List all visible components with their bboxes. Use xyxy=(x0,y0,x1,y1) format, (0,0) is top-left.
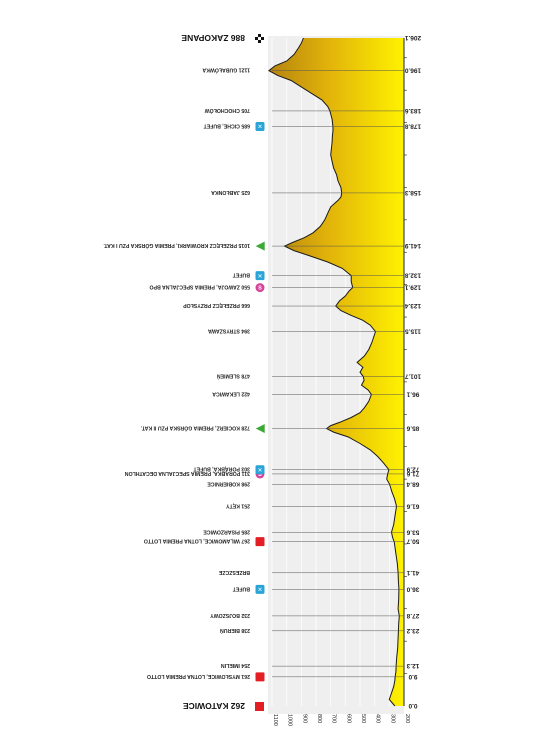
special-sprint-marker-18 xyxy=(255,283,265,293)
feed-zone-marker-12 xyxy=(255,465,265,475)
finish-flag-check-2-2 xyxy=(261,40,264,43)
finish-flag-check-0-2 xyxy=(261,34,264,37)
km-label-8: 53.6 xyxy=(406,528,419,535)
feed-zone-marker-22 xyxy=(255,121,265,131)
km-label-13: 85.6 xyxy=(406,425,419,432)
waypoint-label-24: 1121 GUBAŁÓWKA xyxy=(202,67,250,75)
finish-flag-check-1-1 xyxy=(258,37,261,40)
km-label-20: 141.9 xyxy=(404,242,421,249)
km-label-14: 96.1 xyxy=(406,391,419,398)
km-label-19: 132.8 xyxy=(404,272,421,279)
km-label-9: 61.6 xyxy=(406,502,419,509)
altitude-axis: 1100 1000 900 800 700 600 500 400 300 200 xyxy=(272,38,410,726)
feed-zone-marker-glyph-22: ✕ xyxy=(257,125,262,131)
km-label-7: 50.7 xyxy=(406,538,419,545)
waypoint-label-23: 705 CHOCHOŁÓW xyxy=(205,107,250,115)
feed-zone-marker-19 xyxy=(255,271,265,281)
km-label-12: 72.9 xyxy=(406,466,419,473)
km-label-11: 71.6 xyxy=(406,470,419,477)
waypoint-label-4: 232 BOJSZOWY xyxy=(210,612,250,618)
waypoint-label-6: BRZESZCZE xyxy=(218,569,250,575)
waypoint-label-1: 261 MYSŁOWICE, LOTNA PREMIA LOTTO xyxy=(147,673,250,679)
km-label-0: 0.0 xyxy=(408,702,417,709)
climb-marker-20 xyxy=(254,240,266,252)
waypoints: 261 MYSŁOWICE, LOTNA PREMIA LOTTO 254 IMI… xyxy=(103,67,404,682)
profile-area xyxy=(268,38,404,706)
altitude-tick-label-4: 700 xyxy=(331,714,337,723)
km-label-5: 36.0 xyxy=(406,585,419,592)
km-label-10: 68.4 xyxy=(406,480,419,487)
finish-label: 886 ZAKOPANE xyxy=(181,33,245,43)
km-label-1: 9.0 xyxy=(408,673,417,680)
profile-outline xyxy=(268,37,400,707)
feed-zone-marker-glyph-12: ✕ xyxy=(257,468,262,474)
special-sprint-marker-glyph-11: S xyxy=(258,472,262,478)
km-label-24: 196.0 xyxy=(404,67,421,74)
finish-flag-check-0-0 xyxy=(255,34,258,37)
start-finish-labels: 262 KATOWICE 886 ZAKOPANE xyxy=(181,33,264,711)
km-label-23: 183.6 xyxy=(404,107,421,114)
finish-flag-check-2-0 xyxy=(255,40,258,43)
waypoint-label-11: 311 PORĄBKA, PREMIA SPECJALNA DECATHLON xyxy=(125,470,250,476)
altitude-tick-label-3: 800 xyxy=(316,714,322,723)
feed-zone-marker-glyph-5: ✕ xyxy=(257,588,262,594)
waypoint-label-15: 478 SLEMIEŃ xyxy=(217,372,250,380)
km-label-6: 41.1 xyxy=(406,569,419,576)
altitude-tick-label-2: 900 xyxy=(301,714,307,723)
waypoint-label-13: 728 KOCIERZ, PREMIA GÓRSKA PZU II KAT. xyxy=(140,425,250,433)
waypoint-label-17: 666 PRZEŁĘCZ PRZYSŁOP xyxy=(183,302,250,308)
intermediate-sprint-marker-1 xyxy=(255,672,265,682)
waypoint-label-22: 685 CICHE, BUFET xyxy=(203,122,250,128)
waypoint-label-12: 303 PORĄBKA, BUFET xyxy=(193,466,250,472)
km-label-3: 23.2 xyxy=(406,627,419,634)
km-label-15: 101.7 xyxy=(404,372,421,379)
waypoint-label-14: 422 LEKAWICA xyxy=(212,391,250,397)
km-label-21: 158.3 xyxy=(404,189,421,196)
special-sprint-marker-glyph-18: S xyxy=(258,286,262,292)
altitude-tick-label-5: 600 xyxy=(345,714,351,723)
km-label-25: 206.1 xyxy=(404,34,421,41)
km-label-2: 12.3 xyxy=(406,662,419,669)
waypoint-label-9: 251 KĘTY xyxy=(226,502,250,508)
distance-axis: 0.0 9.0 12.3 23.2 27.8 36.0 41.1 50.7 53.6 61.6 68… xyxy=(404,34,421,709)
feed-zone-marker-glyph-19: ✕ xyxy=(257,274,262,280)
waypoint-label-8: 285 PISARZOWICE xyxy=(203,528,250,534)
elevation-profile xyxy=(268,37,404,707)
km-label-22: 178.8 xyxy=(404,122,421,129)
waypoint-label-21: 625 JABŁONKA xyxy=(211,189,250,195)
start-flag-icon xyxy=(255,702,264,711)
intermediate-sprint-marker-7 xyxy=(255,537,265,547)
start-label: 262 KATOWICE xyxy=(183,701,245,711)
altitude-tick-label-0: 1100 xyxy=(272,714,278,726)
km-label-17: 123.4 xyxy=(404,302,421,309)
altitude-tick-label-7: 400 xyxy=(375,714,381,723)
km-label-4: 27.8 xyxy=(406,612,419,619)
altitude-tick-label-9: 200 xyxy=(404,714,410,723)
waypoint-label-5: BUFET xyxy=(232,585,250,591)
waypoint-label-7: 267 WILAMOWICE, LOTNA PREMIA LOTTO xyxy=(144,538,250,544)
waypoint-label-16: 394 STRYSZAWA xyxy=(208,328,250,334)
waypoint-label-20: 1015 PRZEŁĘCZ KROWIARKI, PREMIA GÓRSKA P… xyxy=(103,242,250,250)
waypoint-label-19: BUFET xyxy=(232,272,250,278)
km-label-16: 115.5 xyxy=(405,328,421,335)
climb-marker-13 xyxy=(254,423,266,435)
feed-zone-marker-5 xyxy=(255,584,265,594)
altitude-tick-label-6: 500 xyxy=(360,714,366,723)
waypoint-label-3: 238 BIERUŃ xyxy=(220,627,250,635)
km-label-18: 129.1 xyxy=(404,284,421,291)
altitude-tick-label-1: 1000 xyxy=(287,714,293,726)
waypoint-label-18: 550 ZAWOJA, PREMIA SPECJALNA BPO xyxy=(149,284,250,290)
waypoint-label-10: 298 KOBIERNICE xyxy=(207,480,250,486)
waypoint-label-2: 254 IMIELIN xyxy=(221,662,250,668)
altitude-tick-label-8: 300 xyxy=(389,714,395,723)
